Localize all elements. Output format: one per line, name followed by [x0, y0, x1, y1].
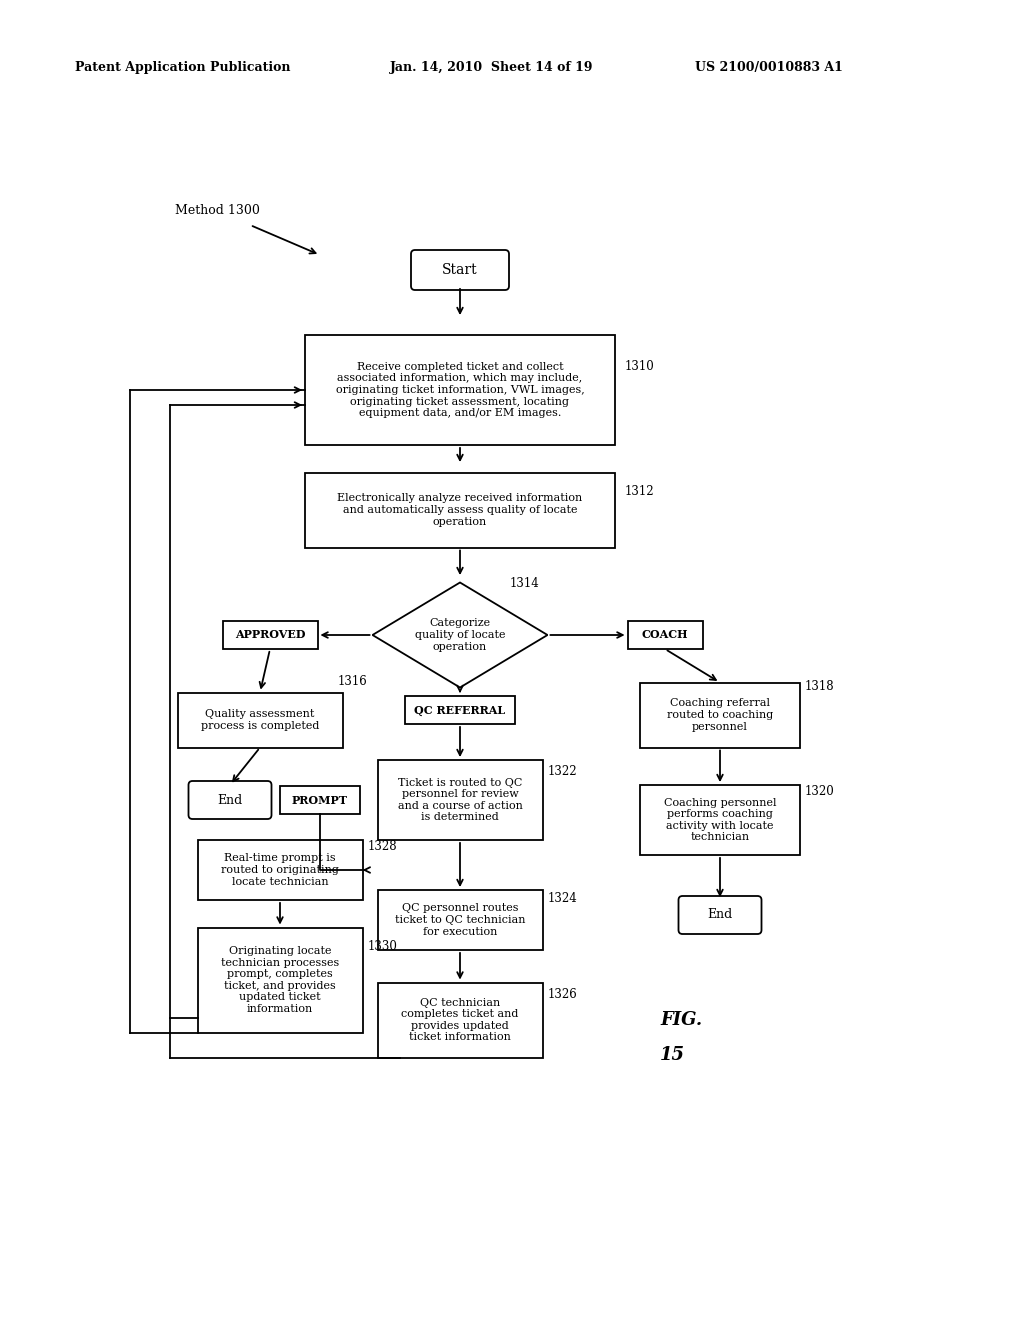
Text: Receive completed ticket and collect
associated information, which may include,
: Receive completed ticket and collect ass… — [336, 362, 585, 418]
Text: Coaching referral
routed to coaching
personnel: Coaching referral routed to coaching per… — [667, 698, 773, 731]
Polygon shape — [373, 582, 548, 688]
Text: Categorize
quality of locate
operation: Categorize quality of locate operation — [415, 618, 505, 652]
Bar — [280, 785, 360, 814]
Text: End: End — [708, 908, 732, 921]
Text: 1314: 1314 — [510, 577, 540, 590]
Text: FIG.: FIG. — [660, 1011, 702, 1030]
Bar — [222, 620, 317, 649]
Bar — [378, 760, 543, 840]
Text: Method 1300: Method 1300 — [175, 203, 260, 216]
Text: End: End — [217, 793, 243, 807]
Text: Patent Application Publication: Patent Application Publication — [75, 62, 291, 74]
Bar — [378, 982, 543, 1057]
Text: QC technician
completes ticket and
provides updated
ticket information: QC technician completes ticket and provi… — [401, 998, 519, 1043]
Bar — [198, 928, 362, 1032]
Text: Coaching personnel
performs coaching
activity with locate
technician: Coaching personnel performs coaching act… — [664, 797, 776, 842]
Text: 1322: 1322 — [548, 766, 578, 777]
Text: 1328: 1328 — [368, 840, 397, 853]
Text: Jan. 14, 2010  Sheet 14 of 19: Jan. 14, 2010 Sheet 14 of 19 — [390, 62, 594, 74]
Text: COACH: COACH — [642, 630, 688, 640]
Text: APPROVED: APPROVED — [234, 630, 305, 640]
FancyBboxPatch shape — [679, 896, 762, 935]
Bar — [198, 840, 362, 900]
Bar — [177, 693, 342, 747]
Bar — [305, 473, 615, 548]
Text: 1326: 1326 — [548, 987, 578, 1001]
Text: Electronically analyze received information
and automatically assess quality of : Electronically analyze received informat… — [337, 494, 583, 527]
Text: PROMPT: PROMPT — [292, 795, 348, 805]
Text: Real-time prompt is
routed to originating
locate technician: Real-time prompt is routed to originatin… — [221, 854, 339, 887]
Text: QC REFERRAL: QC REFERRAL — [415, 705, 506, 715]
Text: Originating locate
technician processes
prompt, completes
ticket, and provides
u: Originating locate technician processes … — [221, 946, 339, 1014]
Bar — [305, 335, 615, 445]
Bar — [378, 890, 543, 950]
Bar — [640, 682, 800, 747]
Bar — [640, 785, 800, 855]
Text: 1330: 1330 — [368, 940, 397, 953]
Text: US 2100/0010883 A1: US 2100/0010883 A1 — [695, 62, 843, 74]
Text: QC personnel routes
ticket to QC technician
for execution: QC personnel routes ticket to QC technic… — [394, 903, 525, 937]
Text: 1320: 1320 — [805, 785, 835, 799]
Bar — [406, 696, 515, 723]
Text: Start: Start — [442, 263, 478, 277]
FancyBboxPatch shape — [188, 781, 271, 818]
Text: 1310: 1310 — [625, 360, 654, 374]
Text: 1318: 1318 — [805, 680, 835, 693]
FancyBboxPatch shape — [411, 249, 509, 290]
Text: Quality assessment
process is completed: Quality assessment process is completed — [201, 709, 319, 731]
Text: 1312: 1312 — [625, 484, 654, 498]
Text: 1316: 1316 — [338, 675, 368, 688]
Text: Ticket is routed to QC
personnel for review
and a course of action
is determined: Ticket is routed to QC personnel for rev… — [397, 777, 522, 822]
Text: 15: 15 — [660, 1045, 685, 1064]
Text: 1324: 1324 — [548, 892, 578, 906]
Bar — [628, 620, 702, 649]
